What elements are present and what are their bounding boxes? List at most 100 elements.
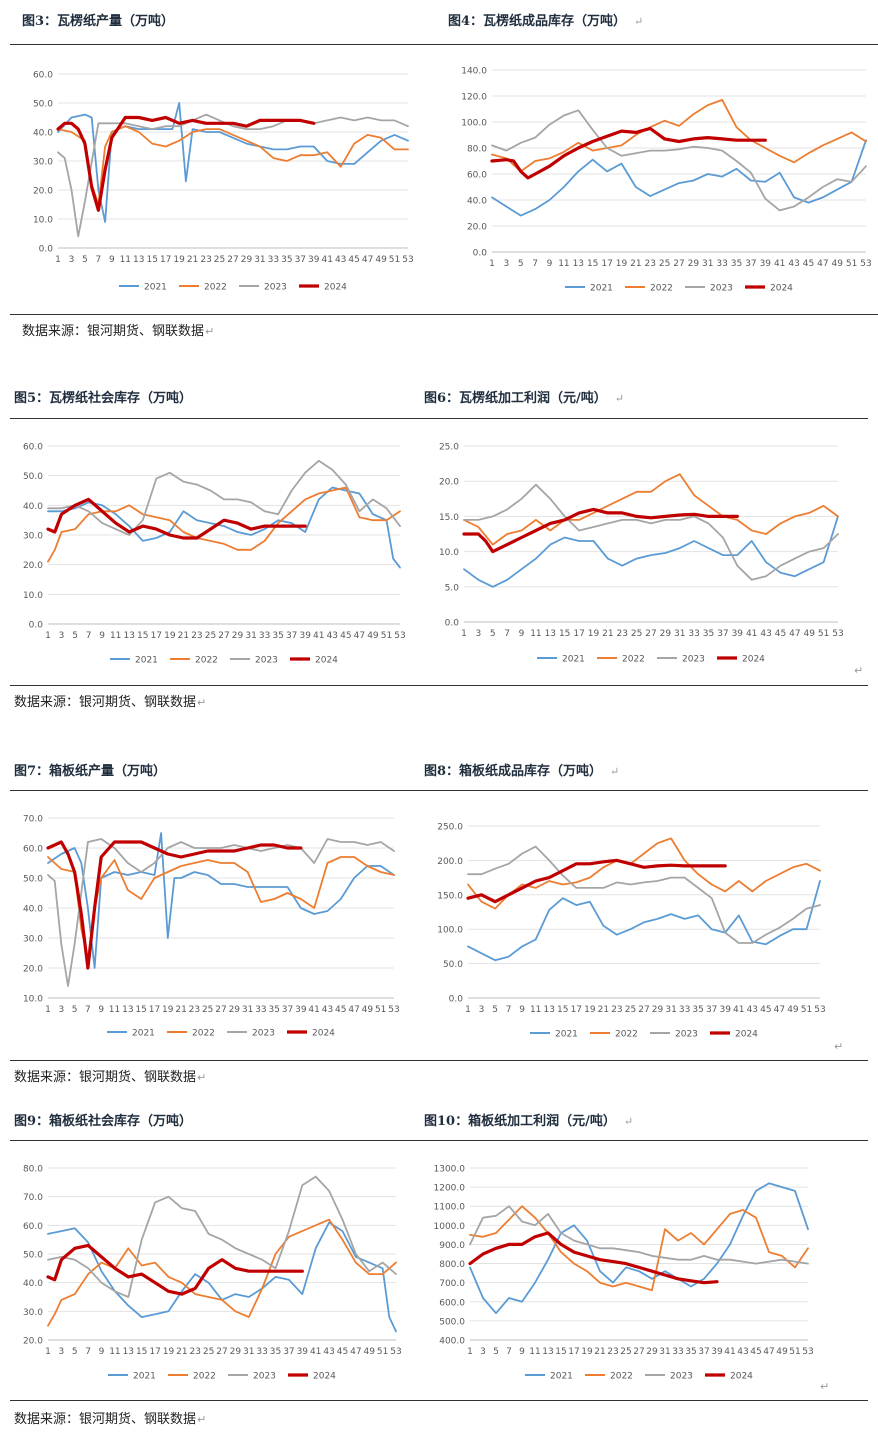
- x-tick-label: 31: [245, 631, 256, 641]
- x-tick-label: 5: [82, 255, 88, 265]
- x-tick-label: 11: [110, 631, 121, 641]
- x-tick-label: 5: [72, 631, 78, 641]
- x-tick-label: 45: [340, 631, 351, 641]
- x-tick-label: 33: [716, 259, 727, 269]
- legend-label: 2022: [195, 656, 218, 666]
- legend-label: 2021: [555, 1030, 578, 1040]
- x-tick-label: 49: [375, 255, 387, 265]
- legend-label: 2022: [192, 1029, 215, 1039]
- x-tick-label: 49: [362, 1005, 374, 1015]
- x-tick-label: 21: [598, 1005, 609, 1015]
- y-tick-label: 250.0: [437, 823, 463, 833]
- y-tick-label: 50.0: [23, 875, 43, 885]
- y-tick-label: 20.0: [467, 223, 487, 233]
- x-tick-label: 15: [559, 629, 570, 639]
- x-tick-label: 19: [584, 1005, 596, 1015]
- x-tick-label: 19: [173, 255, 185, 265]
- series-line-2022: [463, 473, 839, 546]
- x-tick-label: 45: [750, 1347, 761, 1357]
- x-tick-label: 13: [123, 1347, 134, 1357]
- y-tick-label: 60.0: [23, 443, 43, 453]
- chart-title: 图8：箱板纸成品库存（万吨） ↵: [424, 764, 620, 779]
- x-tick-label: 37: [286, 631, 297, 641]
- x-tick-label: 3: [58, 1005, 64, 1015]
- source-note: 数据来源：银河期货、钢联数据↵: [14, 1412, 207, 1427]
- chart-title: 图3：瓦楞纸产量（万吨）: [22, 14, 175, 29]
- x-tick-label: 13: [544, 1005, 555, 1015]
- y-tick-label: 20.0: [439, 478, 459, 488]
- x-tick-label: 39: [720, 1005, 732, 1015]
- y-tick-label: 15.0: [439, 513, 459, 523]
- x-tick-label: 1: [489, 259, 495, 269]
- x-tick-label: 5: [72, 1347, 78, 1357]
- x-tick-label: 1: [55, 255, 61, 265]
- return-mark: ↵: [623, 1115, 634, 1128]
- legend-label: 2022: [204, 283, 227, 293]
- x-tick-label: 47: [774, 1005, 785, 1015]
- y-tick-label: 700.0: [439, 1279, 465, 1289]
- x-tick-label: 3: [504, 259, 510, 269]
- series-line-2024: [462, 507, 739, 554]
- x-tick-label: 3: [480, 1347, 486, 1357]
- y-tick-label: 0.0: [29, 621, 44, 631]
- chart-title: 图9：箱板纸社会库存（万吨）: [14, 1114, 193, 1129]
- y-tick-label: 60.0: [467, 171, 487, 181]
- x-tick-label: 35: [272, 631, 283, 641]
- x-tick-label: 43: [788, 259, 799, 269]
- x-tick-label: 39: [295, 1005, 307, 1015]
- y-tick-label: 80.0: [467, 145, 487, 155]
- x-tick-label: 5: [72, 1005, 78, 1015]
- x-tick-label: 15: [136, 1347, 147, 1357]
- y-tick-label: 20.0: [23, 965, 43, 975]
- x-tick-label: 5: [493, 1347, 499, 1357]
- x-tick-label: 23: [189, 1005, 200, 1015]
- x-tick-label: 53: [402, 255, 413, 265]
- source-note: 数据来源：银河期货、钢联数据↵: [14, 695, 207, 710]
- y-tick-label: 70.0: [23, 815, 43, 825]
- y-tick-label: 20.0: [23, 561, 43, 571]
- x-tick-label: 9: [519, 1005, 525, 1015]
- x-tick-label: 1: [465, 1005, 471, 1015]
- y-tick-label: 1000.0: [434, 1222, 466, 1232]
- chart-fig5: 0.010.020.030.040.050.060.01 3 5 7 9 11 13 15 17…: [23, 443, 406, 666]
- x-tick-label: 25: [620, 1347, 631, 1357]
- x-tick-label: 21: [178, 631, 189, 641]
- x-tick-label: 39: [308, 255, 320, 265]
- x-tick-label: 47: [817, 259, 828, 269]
- legend-label: 2024: [742, 655, 765, 665]
- x-tick-label: 47: [348, 1005, 359, 1015]
- legend-label: 2023: [252, 1029, 275, 1039]
- x-tick-label: 1: [461, 629, 467, 639]
- x-tick-label: 33: [259, 631, 270, 641]
- x-tick-label: 53: [388, 1005, 399, 1015]
- x-tick-label: 41: [308, 1005, 319, 1015]
- x-tick-label: 43: [323, 1347, 334, 1357]
- y-tick-label: 1300.0: [434, 1165, 466, 1175]
- x-tick-label: 19: [588, 629, 600, 639]
- x-tick-label: 7: [86, 631, 92, 641]
- chart-title: 图5：瓦楞纸社会库存（万吨）: [14, 391, 193, 406]
- x-tick-label: 35: [731, 259, 742, 269]
- y-tick-label: 10.0: [33, 216, 53, 226]
- x-tick-label: 39: [760, 259, 772, 269]
- x-tick-label: 31: [243, 1347, 254, 1357]
- y-tick-label: 0.0: [449, 995, 464, 1005]
- return-mark: ↵: [634, 15, 644, 28]
- y-tick-label: 140.0: [461, 67, 487, 77]
- x-tick-label: 37: [698, 1347, 709, 1357]
- return-mark: ↵: [610, 765, 620, 778]
- legend-label: 2024: [312, 1029, 335, 1039]
- series-line-2024: [468, 1231, 719, 1285]
- x-tick-label: 33: [256, 1347, 267, 1357]
- y-tick-label: 20.0: [33, 187, 53, 197]
- chart-fig6: 0.05.010.015.020.025.01 3 5 7 9 11 13 15 17 19 21 2…: [439, 443, 844, 665]
- x-tick-label: 45: [803, 259, 814, 269]
- chart-title: 图6：瓦楞纸加工利润（元/吨） ↵: [424, 391, 625, 406]
- source-note: 数据来源：银河期货、钢联数据↵: [14, 1070, 207, 1085]
- x-tick-label: 21: [602, 629, 613, 639]
- series-line-2022: [47, 486, 401, 563]
- x-tick-label: 53: [802, 1347, 813, 1357]
- x-tick-label: 27: [638, 1005, 649, 1015]
- x-tick-label: 3: [69, 255, 75, 265]
